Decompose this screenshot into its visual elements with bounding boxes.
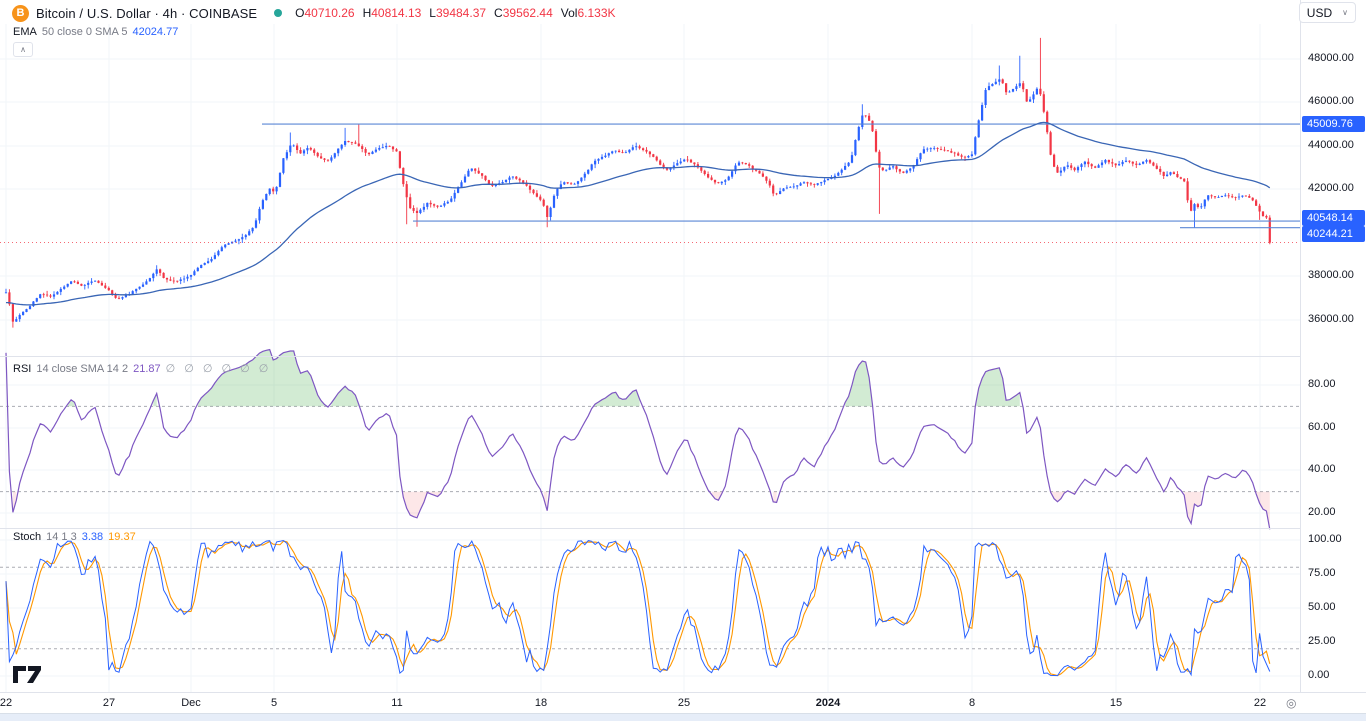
- ema-line: [6, 121, 1271, 306]
- price-level-badge: 40244.21: [1302, 226, 1365, 242]
- currency-label: USD: [1306, 5, 1333, 20]
- ema-value: 42024.77: [132, 26, 179, 38]
- time-axis-label: Dec: [181, 697, 201, 709]
- page-bottom-strip: [0, 713, 1366, 721]
- chevron-up-icon: ∧: [20, 45, 26, 54]
- stoch-axis-label: 0.00: [1308, 669, 1330, 681]
- rsi-value: 21.87: [133, 362, 161, 375]
- stoch-name: Stoch: [13, 531, 42, 543]
- chart-header: B Bitcoin / U.S. Dollar · 4h · COINBASE …: [12, 3, 616, 23]
- ohlc-values: O40710.26 H40814.13 L39484.37 C39562.44 …: [295, 6, 615, 20]
- stoch-params: 14 1 3: [46, 531, 77, 543]
- time-axis-label: 15: [1109, 697, 1123, 709]
- stoch-axis-label: 25.00: [1308, 635, 1336, 647]
- stoch-axis-label: 100.00: [1308, 533, 1342, 545]
- time-axis-label: 2024: [815, 697, 841, 709]
- market-status-dot: [274, 9, 283, 17]
- stoch-legend[interactable]: Stoch 14 1 3 3.38 19.37: [13, 531, 136, 543]
- rsi-axis-label: 40.00: [1308, 463, 1336, 475]
- time-axis-label: 27: [102, 697, 116, 709]
- price-axis-label: 48000.00: [1308, 52, 1354, 64]
- price-axis-label: 42000.00: [1308, 182, 1354, 194]
- chevron-down-icon: ∨: [1342, 8, 1348, 17]
- ema-name: EMA: [13, 26, 37, 38]
- candlestick-series: [4, 37, 1271, 328]
- close-label: C: [494, 6, 503, 20]
- high-value: 40814.13: [371, 6, 422, 20]
- stoch-axis-label: 50.00: [1308, 601, 1336, 613]
- rsi-axis-label: 60.00: [1308, 421, 1336, 433]
- price-axis-label: 46000.00: [1308, 95, 1354, 107]
- close-value: 39562.44: [502, 6, 553, 20]
- time-axis-label: 22: [0, 697, 13, 709]
- low-label: L: [429, 6, 436, 20]
- rsi-name: RSI: [13, 362, 32, 375]
- ema-legend[interactable]: EMA 50 close 0 SMA 5 42024.77: [13, 26, 178, 38]
- open-label: O: [295, 6, 305, 20]
- timezone-settings-icon[interactable]: ◎: [1286, 696, 1297, 710]
- rsi-axis-label: 20.00: [1308, 506, 1336, 518]
- high-label: H: [362, 6, 372, 20]
- time-axis-label: 5: [270, 697, 278, 709]
- bitcoin-icon: B: [12, 4, 29, 22]
- time-axis-label: 8: [968, 697, 976, 709]
- rsi-empty-values: ∅ ∅ ∅ ∅ ∅ ∅: [165, 363, 272, 375]
- price-axis-label: 36000.00: [1308, 313, 1354, 325]
- rsi-legend[interactable]: RSI 14 close SMA 14 2 21.87 ∅ ∅ ∅ ∅ ∅ ∅: [13, 362, 272, 376]
- currency-dropdown[interactable]: USD ∨: [1298, 2, 1356, 23]
- time-axis[interactable]: ◎ 22 27 Dec 5 11 18 25 2024 8 15 22: [0, 692, 1366, 713]
- price-axis-label: 44000.00: [1308, 139, 1354, 151]
- symbol-title[interactable]: Bitcoin / U.S. Dollar · 4h · COINBASE: [36, 5, 258, 21]
- price-level-badge: 40548.14: [1302, 210, 1365, 226]
- chart-canvas[interactable]: [0, 0, 1300, 713]
- time-axis-label: 22: [1253, 697, 1267, 709]
- price-axis[interactable]: 48000.00 46000.00 44000.00 42000.00 38000.00…: [1300, 0, 1366, 712]
- low-value: 39484.37: [435, 6, 487, 20]
- volume-label: Vol: [560, 6, 578, 20]
- rsi-params: 14 close SMA 14 2: [36, 362, 129, 375]
- time-axis-label: 25: [677, 697, 691, 709]
- ema-params: 50 close 0 SMA 5: [41, 26, 128, 38]
- open-value: 40710.26: [304, 6, 355, 20]
- time-axis-label: 18: [534, 697, 548, 709]
- tradingview-logo[interactable]: [12, 664, 46, 686]
- time-axis-label: 11: [391, 697, 403, 709]
- stoch-k-line: [5, 539, 1271, 677]
- stoch-k-value: 3.38: [81, 531, 104, 543]
- stoch-d-line: [5, 540, 1271, 677]
- volume-value: 6.133K: [577, 6, 616, 20]
- collapse-pane-button[interactable]: ∧: [13, 42, 33, 57]
- stoch-axis-label: 75.00: [1308, 567, 1336, 579]
- price-level-badge: 45009.76: [1302, 116, 1365, 132]
- price-axis-label: 38000.00: [1308, 269, 1354, 281]
- rsi-line: [5, 348, 1271, 530]
- stoch-d-value: 19.37: [108, 531, 136, 543]
- rsi-axis-label: 80.00: [1308, 378, 1336, 390]
